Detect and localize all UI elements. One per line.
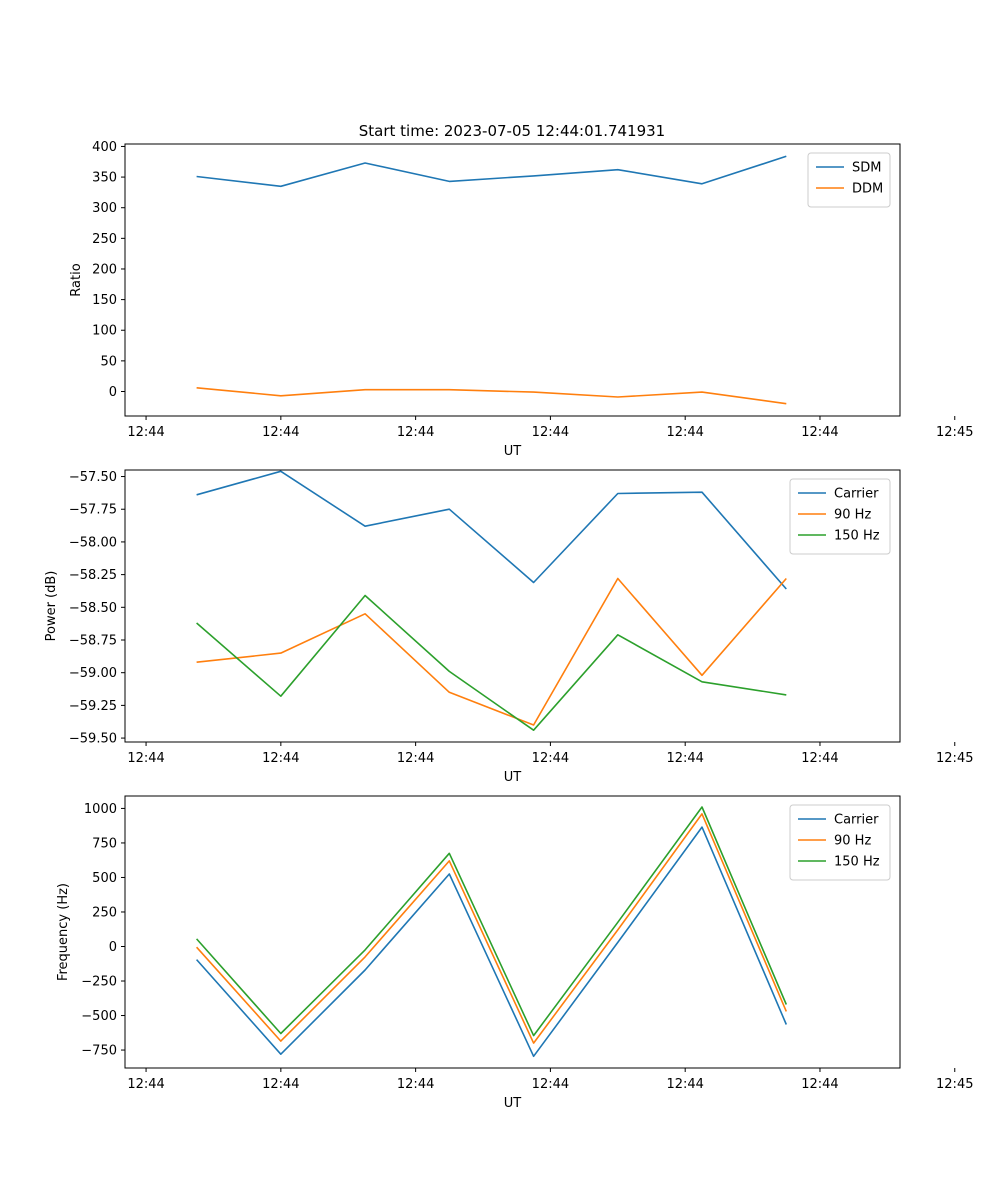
power-panel: 12:44 12:44 12:44 12:44 12:44 12:44 12:45 −57.5…	[44, 469, 973, 785]
frequency-panel: 12:44 12:44 12:44 12:44 12:44 12:44 12:45 1000 7…	[56, 795, 973, 1111]
ratio-legend-label: DDM	[852, 182, 883, 197]
frequency-x-tick-label: 12:44	[127, 1077, 164, 1092]
ratio-x-tick-label: 12:44	[801, 425, 838, 440]
ratio-y-axis-label: Ratio	[69, 263, 84, 296]
frequency-axes-frame	[124, 795, 901, 1069]
ratio-series-line-sdm	[196, 155, 787, 188]
ratio-y-tick-label: 250	[92, 232, 117, 247]
frequency-x-tick-label: 12:45	[936, 1077, 973, 1092]
power-x-tick-label: 12:45	[936, 751, 973, 766]
power-x-tick-label: 12:44	[262, 751, 299, 766]
power-x-tick-label: 12:44	[532, 751, 569, 766]
power-x-tick-label: 12:44	[666, 751, 703, 766]
ratio-series-line-ddm	[196, 387, 787, 405]
power-x-axis-label: UT	[504, 770, 522, 785]
frequency-legend-label: Carrier	[834, 813, 879, 828]
frequency-legend-label: 150 Hz	[834, 855, 880, 870]
power-y-tick-label: −59.25	[69, 699, 117, 714]
frequency-y-tick-label: 1000	[84, 802, 117, 817]
ratio-axes-frame	[124, 143, 901, 417]
power-series-line-carrier	[196, 470, 787, 590]
ratio-panel: 12:44 12:44 12:44 12:44 12:44 12:44 12:45 0 50 10…	[69, 140, 973, 459]
ratio-y-tick-label: 350	[92, 171, 117, 186]
frequency-x-tick-label: 12:44	[801, 1077, 838, 1092]
power-y-tick-label: −57.50	[69, 470, 117, 485]
frequency-series-line-90-hz	[196, 813, 788, 1044]
ratio-x-tick-label: 12:44	[397, 425, 434, 440]
ratio-y-tick-label: 200	[92, 262, 117, 277]
ratio-x-tick-label: 12:44	[262, 425, 299, 440]
power-y-tick-label: −58.50	[69, 601, 117, 616]
figure-title: Start time: 2023-07-05 12:44:01.741931	[359, 122, 665, 140]
power-x-tick-label: 12:44	[127, 751, 164, 766]
frequency-legend-label: 90 Hz	[834, 834, 871, 849]
frequency-x-tick-label: 12:44	[397, 1077, 434, 1092]
ratio-y-tick-label: 300	[92, 201, 117, 216]
frequency-y-tick-label: 750	[92, 836, 117, 851]
power-y-tick-label: −58.75	[69, 634, 117, 649]
frequency-y-tick-label: 250	[92, 905, 117, 920]
ratio-x-tick-label: 12:44	[532, 425, 569, 440]
power-y-tick-label: −58.25	[69, 568, 117, 583]
ratio-x-tick-label: 12:45	[936, 425, 973, 440]
frequency-x-tick-label: 12:44	[666, 1077, 703, 1092]
frequency-y-tick-label: −250	[81, 975, 117, 990]
ratio-x-tick-label: 12:44	[666, 425, 703, 440]
power-x-tick-label: 12:44	[397, 751, 434, 766]
power-y-tick-label: −58.00	[69, 535, 117, 550]
power-legend-label: 150 Hz	[834, 529, 880, 544]
ratio-x-tick-label: 12:44	[127, 425, 164, 440]
power-y-tick-label: −59.50	[69, 732, 117, 747]
frequency-y-tick-label: 0	[109, 940, 117, 955]
frequency-x-tick-label: 12:44	[532, 1077, 569, 1092]
frequency-series-line-carrier	[196, 826, 788, 1058]
ratio-y-tick-label: 150	[92, 293, 117, 308]
power-y-axis-label: Power (dB)	[44, 571, 59, 642]
ratio-y-tick-label: 50	[100, 354, 117, 369]
power-series-line-90-hz	[196, 577, 787, 726]
power-series-line-150-hz	[196, 594, 787, 732]
power-y-tick-label: −57.75	[69, 503, 117, 518]
ratio-y-tick-label: 400	[92, 140, 117, 155]
power-legend-label: 90 Hz	[834, 508, 871, 523]
power-legend-label: Carrier	[834, 487, 879, 502]
frequency-x-tick-label: 12:44	[262, 1077, 299, 1092]
frequency-x-axis-label: UT	[504, 1096, 522, 1111]
power-axes-frame	[124, 469, 901, 743]
frequency-y-tick-label: −500	[81, 1009, 117, 1024]
frequency-series-line-150-hz	[196, 806, 788, 1037]
ratio-legend-label: SDM	[852, 161, 881, 176]
power-y-tick-label: −59.00	[69, 666, 117, 681]
ratio-x-axis-label: UT	[504, 444, 522, 459]
ratio-y-tick-label: 0	[109, 385, 117, 400]
power-x-tick-label: 12:44	[801, 751, 838, 766]
ratio-y-tick-label: 100	[92, 324, 117, 339]
frequency-y-axis-label: Frequency (Hz)	[56, 883, 71, 981]
frequency-y-tick-label: 500	[92, 871, 117, 886]
frequency-y-tick-label: −750	[81, 1044, 117, 1059]
